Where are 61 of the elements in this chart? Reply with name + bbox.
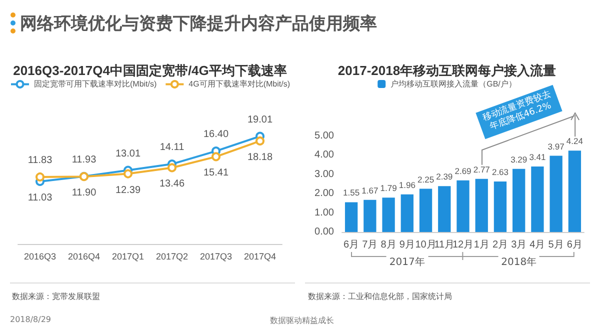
data-label: 2.69	[454, 166, 472, 176]
chart-title: 2017-2018年移动互联网每户接入流量	[338, 63, 556, 78]
data-label: 11.90	[72, 188, 97, 199]
data-label: 2.39	[436, 172, 453, 182]
x-tick-label: 10月	[415, 240, 436, 250]
x-tick-label: 2016Q3	[24, 252, 56, 262]
x-tick-label: 2017Q2	[156, 252, 188, 262]
x-tick-label: 3月	[511, 240, 527, 250]
source-note: 数据来源：工业和信息化部，国家统计局	[308, 291, 452, 302]
x-tick-label: 1月	[474, 240, 490, 250]
x-tick-label: 5月	[548, 240, 564, 250]
x-tick-label: 8月	[380, 240, 396, 250]
source-note: 数据来源：宽带发展联盟	[12, 291, 100, 302]
x-tick-label: 6月	[566, 240, 582, 250]
data-label: 1.79	[380, 183, 398, 194]
data-label: 2.25	[417, 174, 434, 184]
text: 2018/8/29	[10, 315, 52, 324]
y-tick-label: 0.00	[314, 226, 334, 238]
data-label: 3.41	[529, 152, 546, 162]
data-label: 4.24	[566, 136, 584, 146]
x-tick-label: 2月	[492, 240, 508, 250]
data-label: 14.11	[160, 142, 185, 154]
x-tick-label: 9月	[399, 240, 415, 250]
data-label: 13.01	[115, 148, 141, 160]
y-tick-label: 3.00	[314, 168, 334, 180]
data-label: 11.03	[28, 192, 53, 204]
x-tick-label: 2017Q3	[200, 252, 232, 262]
legend-label: 户均移动互联网接入流量（GB/户）	[390, 80, 516, 88]
data-label: 11.83	[28, 154, 53, 166]
data-label: 3.97	[548, 141, 565, 152]
data-label: 11.93	[72, 154, 97, 166]
text: 网络环境优化与资费下降提升内容产品使用频率	[20, 13, 377, 35]
y-tick-label: 4.00	[314, 150, 334, 161]
data-label: 13.46	[159, 178, 185, 190]
data-label: 18.18	[247, 152, 273, 163]
chart-title: 2016Q3-2017Q4中国固定宽带/4G平均下载速率	[13, 63, 287, 78]
x-tick-label: 2016Q4	[68, 252, 100, 262]
x-tick-label: 7月	[362, 240, 378, 250]
x-tick-label: 6月	[344, 240, 360, 250]
text: 2017年	[386, 255, 428, 269]
data-label: 3.29	[510, 154, 528, 164]
data-label: 15.41	[203, 168, 229, 179]
data-label: 1.67	[362, 185, 378, 196]
y-tick-label: 5.00	[314, 130, 334, 142]
data-label: 19.01	[247, 114, 273, 126]
data-label: 2.63	[492, 167, 509, 178]
text: 数据驱动精益成长	[270, 315, 334, 326]
data-label: 1.96	[398, 180, 416, 190]
y-tick-label: 2.00	[314, 188, 334, 200]
data-label: 12.39	[115, 184, 141, 196]
legend-label: 4G可用下载速率对比(Mbit/s)	[188, 80, 290, 89]
data-label: 16.40	[203, 129, 229, 140]
text: 2018年	[498, 255, 540, 269]
y-tick-label: 1.00	[314, 207, 334, 218]
x-tick-label: 4月	[530, 240, 546, 250]
data-label: 1.55	[343, 188, 360, 198]
x-tick-label: 2017Q1	[112, 252, 144, 262]
x-tick-label: 2017Q4	[244, 252, 276, 262]
legend-label: 固定宽带可用下载速率对比(Mbit/s)	[34, 80, 157, 89]
x-tick-label: 12月	[452, 240, 474, 250]
data-label: 2.77	[473, 164, 490, 174]
